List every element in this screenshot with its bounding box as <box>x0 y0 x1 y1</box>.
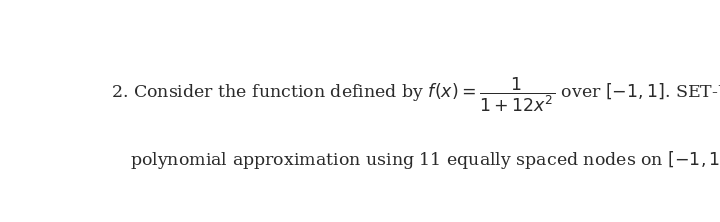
Text: 2. Consider the function defined by $f(x) = \dfrac{1}{1+12x^2}$ over $[-1,1]$. S: 2. Consider the function defined by $f(x… <box>111 76 720 114</box>
Text: polynomial approximation using 11 equally spaced nodes on $[-1,1]$.: polynomial approximation using 11 equall… <box>130 149 720 171</box>
